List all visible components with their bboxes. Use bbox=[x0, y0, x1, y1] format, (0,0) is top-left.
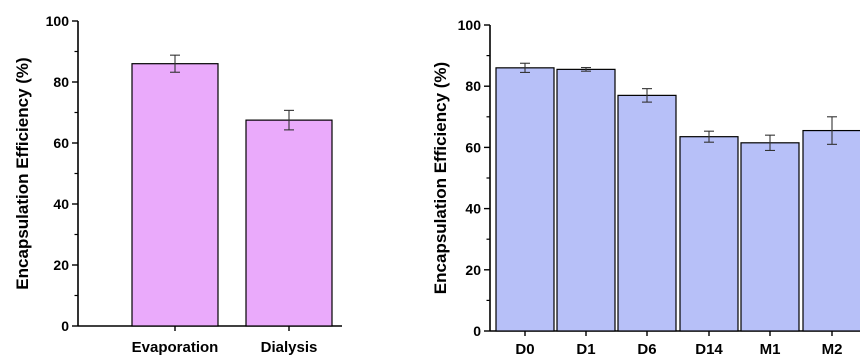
y-axis-title: Encapsulation Efficiency (%) bbox=[431, 62, 450, 294]
y-tick-label: 100 bbox=[458, 17, 482, 33]
y-tick-label: 0 bbox=[473, 323, 481, 339]
x-tick-label: Evaporation bbox=[132, 339, 219, 356]
y-tick-label: 80 bbox=[465, 78, 481, 94]
bar bbox=[495, 67, 555, 332]
x-tick-label: M2 bbox=[822, 341, 843, 357]
bar bbox=[740, 142, 800, 332]
y-tick-label: 60 bbox=[53, 135, 69, 151]
x-tick-label: D14 bbox=[695, 341, 723, 357]
x-tick-label: D6 bbox=[637, 341, 656, 357]
x-tick-label: M1 bbox=[760, 341, 781, 357]
x-tick-label: Dialysis bbox=[261, 339, 318, 356]
y-axis-title: Encapsulation Efficiency (%) bbox=[13, 57, 32, 289]
x-tick-label: D1 bbox=[576, 341, 595, 357]
x-tick-label: D0 bbox=[515, 341, 534, 357]
bar bbox=[131, 63, 219, 327]
bar bbox=[802, 129, 860, 332]
chart-encapsulation-over-time: 0 20 40 60 80 100 Encapsulation Efficiency (%)… bbox=[431, 17, 860, 357]
y-tick-label: 40 bbox=[53, 196, 69, 212]
y-tick-label: 80 bbox=[53, 74, 69, 90]
y-tick-label: 100 bbox=[46, 13, 70, 29]
bar bbox=[556, 68, 616, 332]
y-tick-label: 40 bbox=[465, 201, 481, 217]
bar bbox=[245, 119, 333, 327]
y-tick-label: 20 bbox=[53, 257, 69, 273]
y-tick-label: 0 bbox=[61, 318, 69, 334]
bar bbox=[679, 136, 739, 332]
chart-encapsulation-by-method: 0 20 40 60 80 100 Encapsulation Efficiency (%)… bbox=[13, 13, 342, 356]
y-tick-label: 60 bbox=[465, 139, 481, 155]
y-tick-label: 20 bbox=[465, 262, 481, 278]
bar bbox=[617, 94, 677, 332]
